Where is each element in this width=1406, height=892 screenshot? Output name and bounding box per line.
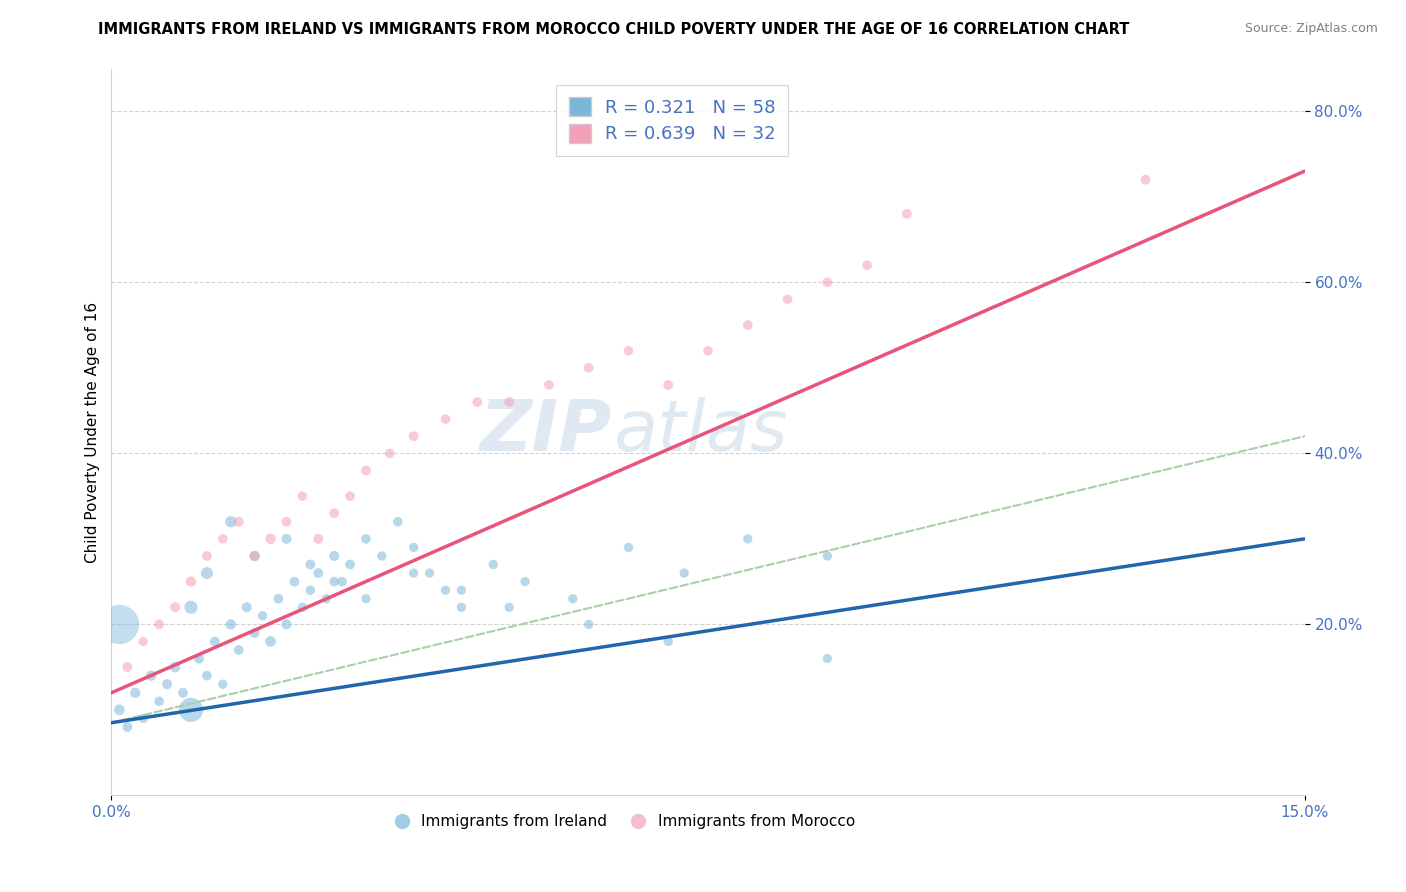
Point bbox=[219, 515, 242, 529]
Point bbox=[378, 446, 401, 460]
Point bbox=[537, 378, 560, 392]
Point bbox=[219, 617, 242, 632]
Point bbox=[228, 515, 250, 529]
Point bbox=[450, 583, 472, 598]
Point bbox=[737, 532, 759, 546]
Point bbox=[180, 574, 202, 589]
Point bbox=[307, 566, 329, 580]
Point bbox=[498, 600, 520, 615]
Point bbox=[402, 429, 425, 443]
Point bbox=[148, 617, 170, 632]
Point bbox=[283, 574, 305, 589]
Point bbox=[339, 558, 361, 572]
Point bbox=[259, 532, 281, 546]
Point bbox=[141, 668, 163, 682]
Point bbox=[402, 566, 425, 580]
Point bbox=[156, 677, 179, 691]
Point bbox=[204, 634, 226, 648]
Point bbox=[737, 318, 759, 332]
Point bbox=[172, 686, 194, 700]
Point bbox=[291, 600, 314, 615]
Point bbox=[513, 574, 536, 589]
Y-axis label: Child Poverty Under the Age of 16: Child Poverty Under the Age of 16 bbox=[86, 301, 100, 563]
Point bbox=[276, 532, 298, 546]
Point bbox=[243, 549, 266, 563]
Point bbox=[195, 668, 218, 682]
Point bbox=[148, 694, 170, 708]
Point bbox=[617, 541, 640, 555]
Text: ZIP: ZIP bbox=[481, 398, 613, 467]
Point bbox=[467, 395, 489, 409]
Point bbox=[354, 463, 377, 477]
Point bbox=[323, 506, 346, 520]
Point bbox=[180, 703, 202, 717]
Point bbox=[267, 591, 290, 606]
Point bbox=[815, 275, 838, 289]
Point bbox=[657, 378, 679, 392]
Point bbox=[578, 360, 600, 375]
Point bbox=[617, 343, 640, 358]
Point bbox=[299, 583, 322, 598]
Point bbox=[132, 711, 155, 725]
Point bbox=[108, 703, 131, 717]
Point bbox=[697, 343, 720, 358]
Point bbox=[371, 549, 394, 563]
Point bbox=[165, 600, 187, 615]
Point bbox=[498, 395, 520, 409]
Point bbox=[578, 617, 600, 632]
Point bbox=[339, 489, 361, 503]
Point bbox=[124, 686, 146, 700]
Point bbox=[673, 566, 696, 580]
Point bbox=[482, 558, 505, 572]
Point bbox=[276, 515, 298, 529]
Point bbox=[354, 532, 377, 546]
Point bbox=[235, 600, 257, 615]
Point bbox=[387, 515, 409, 529]
Point bbox=[896, 207, 918, 221]
Point bbox=[291, 489, 314, 503]
Point bbox=[180, 600, 202, 615]
Point bbox=[243, 549, 266, 563]
Point bbox=[657, 634, 679, 648]
Point bbox=[276, 617, 298, 632]
Point bbox=[815, 651, 838, 665]
Point bbox=[561, 591, 583, 606]
Text: atlas: atlas bbox=[613, 398, 787, 467]
Point bbox=[187, 651, 209, 665]
Point bbox=[211, 532, 233, 546]
Point bbox=[307, 532, 329, 546]
Point bbox=[856, 258, 879, 272]
Point bbox=[434, 583, 457, 598]
Point bbox=[211, 677, 233, 691]
Point bbox=[259, 634, 281, 648]
Point bbox=[117, 660, 139, 674]
Point bbox=[243, 626, 266, 640]
Point bbox=[434, 412, 457, 426]
Point bbox=[315, 591, 337, 606]
Point bbox=[252, 608, 274, 623]
Point bbox=[402, 541, 425, 555]
Point bbox=[419, 566, 441, 580]
Point bbox=[323, 549, 346, 563]
Legend: Immigrants from Ireland, Immigrants from Morocco: Immigrants from Ireland, Immigrants from… bbox=[388, 808, 862, 835]
Point bbox=[108, 617, 131, 632]
Point bbox=[815, 549, 838, 563]
Point bbox=[299, 558, 322, 572]
Text: Source: ZipAtlas.com: Source: ZipAtlas.com bbox=[1244, 22, 1378, 36]
Point bbox=[450, 600, 472, 615]
Point bbox=[132, 634, 155, 648]
Point bbox=[195, 566, 218, 580]
Point bbox=[1135, 172, 1157, 186]
Text: IMMIGRANTS FROM IRELAND VS IMMIGRANTS FROM MOROCCO CHILD POVERTY UNDER THE AGE O: IMMIGRANTS FROM IRELAND VS IMMIGRANTS FR… bbox=[98, 22, 1130, 37]
Point bbox=[117, 720, 139, 734]
Point bbox=[776, 293, 799, 307]
Point bbox=[228, 643, 250, 657]
Point bbox=[323, 574, 346, 589]
Point bbox=[165, 660, 187, 674]
Point bbox=[354, 591, 377, 606]
Point bbox=[195, 549, 218, 563]
Point bbox=[330, 574, 353, 589]
